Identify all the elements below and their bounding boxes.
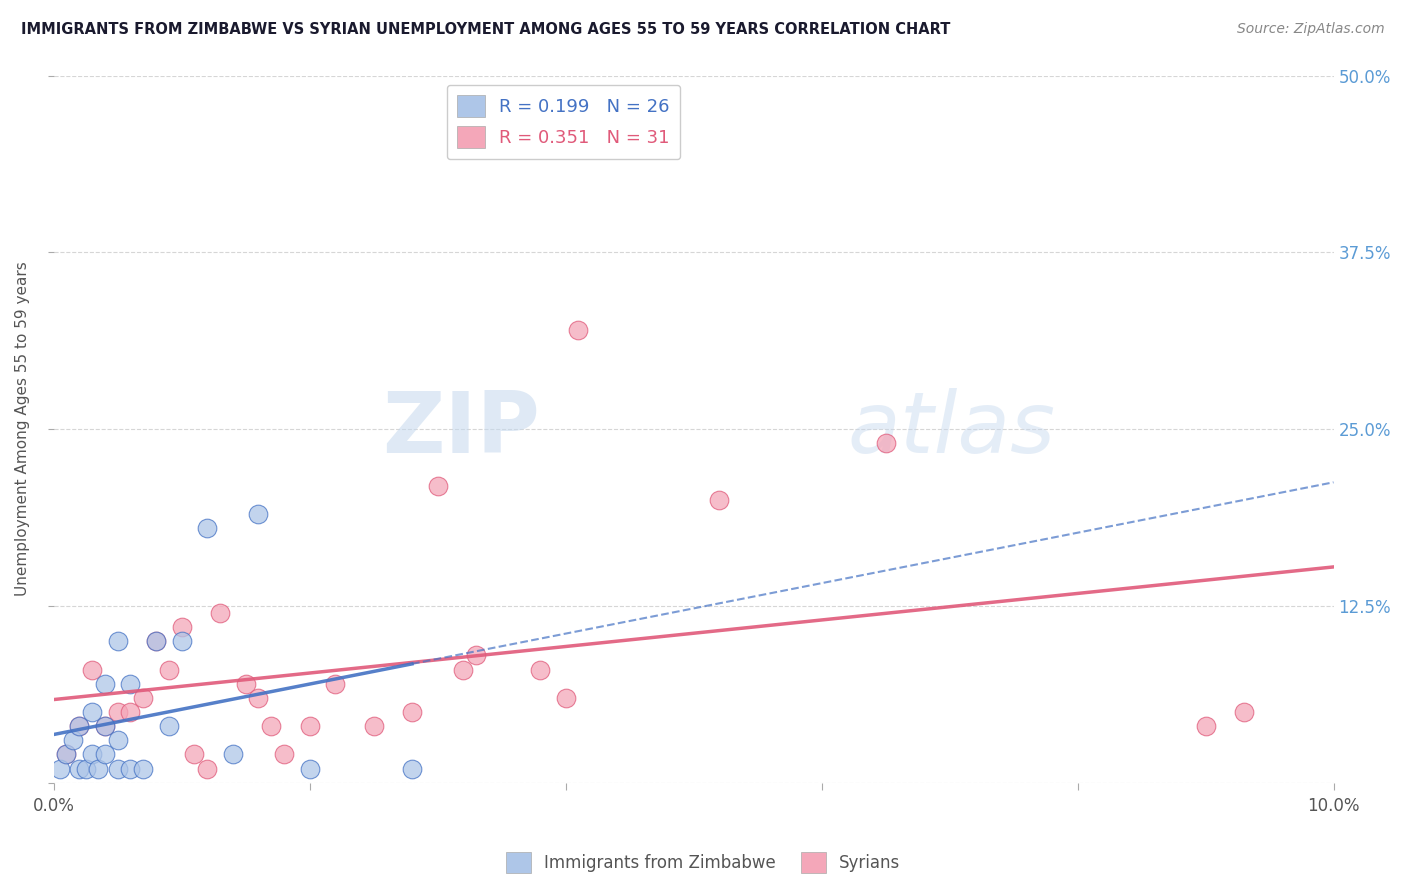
Point: [170, 620, 193, 634]
Point: [529, 663, 551, 677]
Point: [107, 634, 129, 648]
Point: [75, 762, 97, 776]
Point: [62, 733, 84, 747]
Point: [298, 719, 321, 733]
Point: [323, 676, 346, 690]
Point: [49, 762, 72, 776]
Point: [247, 507, 270, 521]
Point: [132, 690, 155, 705]
Point: [87, 762, 110, 776]
Point: [120, 676, 142, 690]
Point: [195, 762, 218, 776]
Point: [1194, 719, 1216, 733]
Point: [465, 648, 488, 663]
Point: [132, 762, 155, 776]
Point: [67, 719, 90, 733]
Point: [247, 690, 270, 705]
Point: [67, 762, 90, 776]
Point: [875, 436, 897, 450]
Y-axis label: Unemployment Among Ages 55 to 59 years: Unemployment Among Ages 55 to 59 years: [15, 261, 30, 597]
Point: [554, 690, 576, 705]
Point: [80, 663, 103, 677]
Text: atlas: atlas: [848, 388, 1054, 471]
Point: [94, 719, 117, 733]
Point: [707, 492, 730, 507]
Point: [222, 747, 245, 762]
Text: IMMIGRANTS FROM ZIMBABWE VS SYRIAN UNEMPLOYMENT AMONG AGES 55 TO 59 YEARS CORREL: IMMIGRANTS FROM ZIMBABWE VS SYRIAN UNEMP…: [21, 22, 950, 37]
Point: [145, 634, 167, 648]
Point: [426, 478, 449, 492]
Point: [120, 705, 142, 719]
Point: [1233, 705, 1256, 719]
Point: [235, 676, 257, 690]
Legend: R = 0.199   N = 26, R = 0.351   N = 31: R = 0.199 N = 26, R = 0.351 N = 31: [447, 85, 681, 160]
Point: [107, 762, 129, 776]
Point: [55, 747, 77, 762]
Point: [107, 733, 129, 747]
Point: [170, 634, 193, 648]
Point: [363, 719, 385, 733]
Point: [567, 323, 589, 337]
Point: [157, 719, 180, 733]
Point: [94, 719, 117, 733]
Point: [67, 719, 90, 733]
Point: [107, 705, 129, 719]
Point: [145, 634, 167, 648]
Point: [157, 663, 180, 677]
Point: [120, 762, 142, 776]
Point: [55, 747, 77, 762]
Point: [94, 676, 117, 690]
Point: [260, 719, 283, 733]
Point: [208, 606, 231, 620]
Point: [273, 747, 295, 762]
Point: [80, 747, 103, 762]
Point: [298, 762, 321, 776]
Point: [94, 747, 117, 762]
Point: [451, 663, 474, 677]
Text: Source: ZipAtlas.com: Source: ZipAtlas.com: [1237, 22, 1385, 37]
Point: [183, 747, 205, 762]
Point: [401, 762, 423, 776]
Text: ZIP: ZIP: [382, 388, 540, 471]
Point: [195, 521, 218, 535]
Point: [80, 705, 103, 719]
Point: [401, 705, 423, 719]
Legend: Immigrants from Zimbabwe, Syrians: Immigrants from Zimbabwe, Syrians: [499, 846, 907, 880]
